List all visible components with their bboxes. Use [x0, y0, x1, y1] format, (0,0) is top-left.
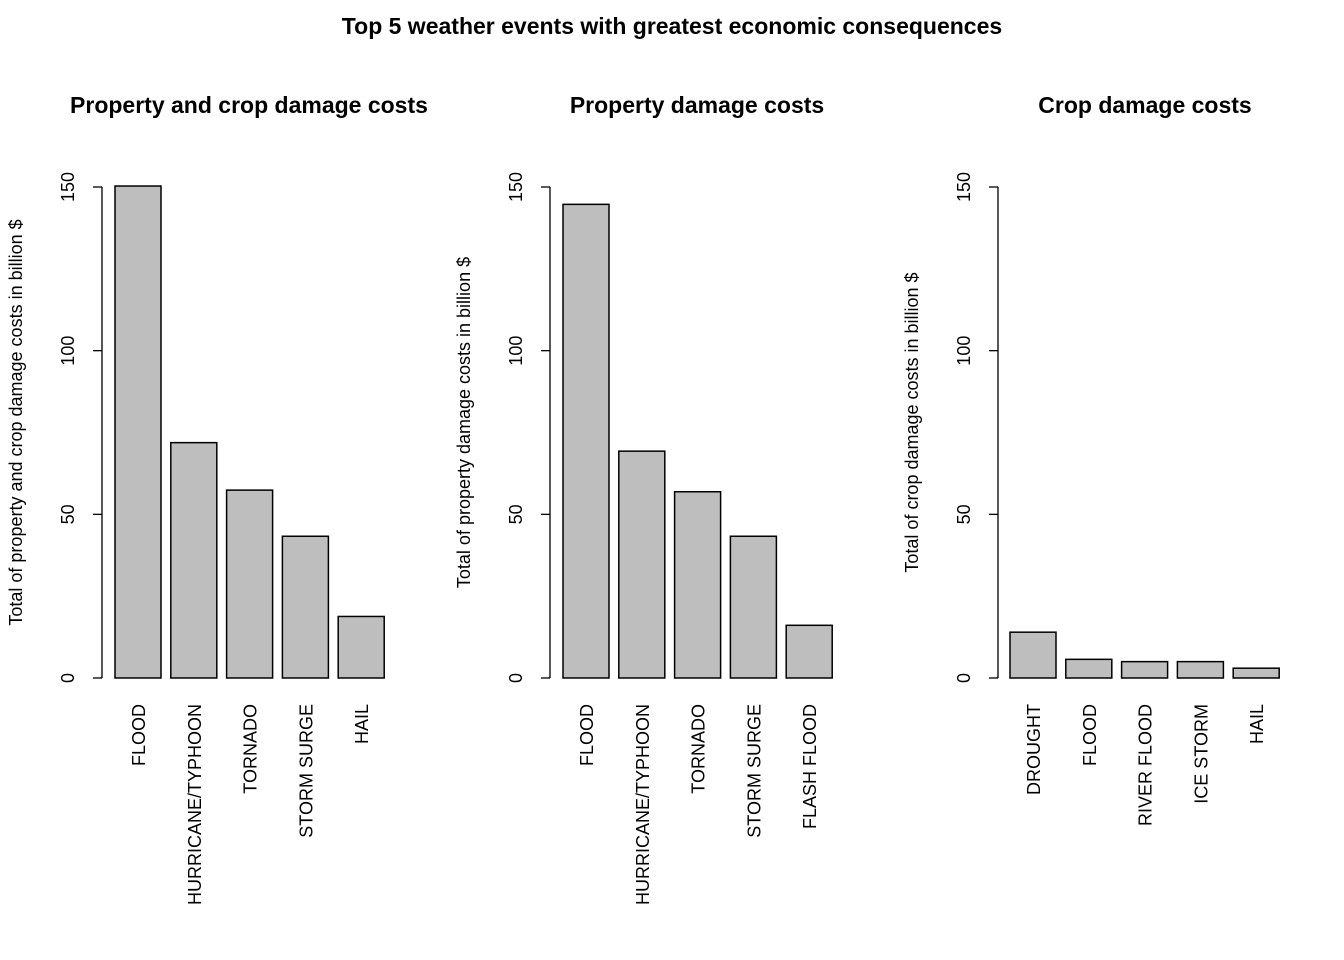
bar [1176, 660, 1225, 679]
y-tick-label: 150 [58, 172, 78, 202]
category-label: TORNADO [689, 704, 709, 794]
y-tick-label: 0 [954, 673, 974, 683]
bar [562, 203, 610, 679]
bar [281, 535, 330, 679]
y-tick-label: 0 [58, 673, 78, 683]
bar [785, 624, 833, 679]
bar [337, 615, 385, 679]
panel-title: Crop damage costs [1038, 92, 1251, 118]
y-tick-label: 50 [506, 504, 526, 524]
y-tick-label: 100 [58, 336, 78, 366]
panel-crop-damage: Crop damage costs Total of crop damage co… [902, 92, 1280, 826]
main-title: Top 5 weather events with greatest econo… [342, 13, 1002, 39]
category-label: FLOOD [1080, 704, 1100, 766]
bar [1120, 660, 1169, 679]
panel-property-and-crop-damage: Property and crop damage costs Total of p… [6, 92, 428, 905]
bar [225, 489, 274, 679]
category-label: HURRICANE/TYPHOON [633, 704, 653, 905]
y-axis-label: Total of crop damage costs in billion $ [902, 272, 922, 572]
category-label: STORM SURGE [296, 704, 316, 838]
bar [673, 490, 722, 679]
bar [170, 441, 218, 679]
category-label: DROUGHT [1024, 704, 1044, 795]
category-label: ICE STORM [1191, 704, 1211, 804]
category-label: FLASH FLOOD [800, 704, 820, 829]
y-tick-label: 50 [58, 504, 78, 524]
y-axis-label: Total of property and crop damage costs … [6, 219, 26, 625]
y-axis-label: Total of property damage costs in billio… [454, 257, 474, 588]
panel-property-damage: Property damage costs Total of property d… [454, 92, 833, 905]
bar [729, 535, 778, 679]
panel-title: Property and crop damage costs [70, 92, 428, 118]
y-tick-label: 50 [954, 504, 974, 524]
category-label: HURRICANE/TYPHOON [185, 704, 205, 905]
bar [618, 450, 666, 679]
y-tick-label: 100 [954, 336, 974, 366]
bar [1232, 667, 1280, 679]
category-label: HAIL [352, 704, 372, 744]
bar [114, 185, 162, 679]
bar [1009, 631, 1057, 679]
bar [1065, 658, 1113, 679]
y-tick-label: 100 [506, 336, 526, 366]
category-label: HAIL [1247, 704, 1267, 744]
y-tick-label: 150 [506, 172, 526, 202]
category-label: FLOOD [129, 704, 149, 766]
category-label: FLOOD [577, 704, 597, 766]
y-tick-label: 0 [506, 673, 526, 683]
category-label: STORM SURGE [744, 704, 764, 838]
panel-title: Property damage costs [570, 92, 824, 118]
category-label: TORNADO [241, 704, 261, 794]
y-tick-label: 150 [954, 172, 974, 202]
category-label: RIVER FLOOD [1136, 704, 1156, 826]
